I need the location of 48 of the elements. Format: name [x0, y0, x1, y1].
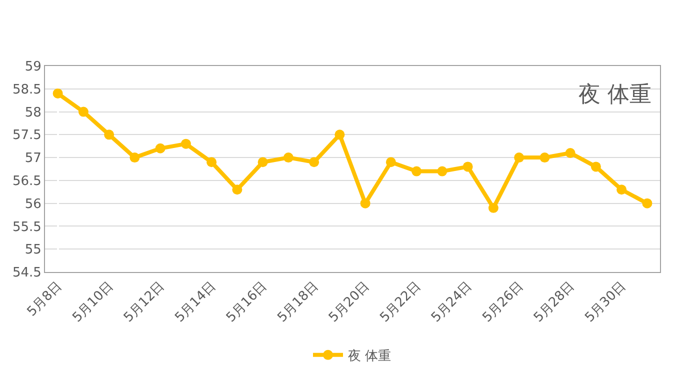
point — [514, 152, 524, 163]
point — [590, 162, 601, 172]
point — [155, 143, 166, 154]
x-tick-label: 5月22日 — [377, 278, 424, 326]
x-tick-label: 5月16日 — [224, 278, 270, 326]
point — [386, 157, 396, 168]
point — [52, 88, 63, 98]
point — [232, 184, 242, 195]
point — [412, 166, 422, 176]
point — [309, 157, 320, 168]
y-tick-label: 57 — [24, 151, 42, 166]
point — [616, 184, 627, 195]
point — [258, 157, 268, 168]
x-tick-label: 5月14日 — [172, 278, 219, 326]
y-tick-label: 55 — [24, 242, 42, 258]
point — [334, 130, 345, 140]
x-tick-label: 5月18日 — [274, 278, 322, 326]
point — [206, 157, 217, 168]
x-tick-label: 5月28日 — [531, 278, 578, 326]
text: 夜 体重 — [578, 82, 652, 108]
point — [78, 106, 88, 117]
point — [488, 202, 498, 213]
y-tick-label: 59 — [24, 60, 42, 75]
y-tick-label: 55.5 — [12, 220, 42, 235]
x-tick-label: 5月30日 — [582, 278, 629, 326]
point — [462, 162, 473, 172]
y-tick-label: 56 — [24, 196, 42, 212]
x-tick-label: 5月10日 — [70, 278, 116, 326]
y-tick-label: 57.5 — [12, 128, 42, 144]
x-tick-label: 5月24日 — [428, 278, 476, 326]
point — [437, 166, 448, 176]
x-tick-label: 5月20日 — [326, 278, 373, 326]
point — [540, 152, 550, 163]
y-tick-label: 56.5 — [12, 174, 42, 189]
legend-label: 夜 体重 — [348, 348, 392, 364]
point — [360, 198, 370, 208]
point — [130, 152, 140, 163]
point — [180, 138, 191, 149]
y-tick-label: 54.5 — [12, 266, 42, 281]
point — [283, 152, 294, 163]
point — [565, 148, 576, 158]
x-tick-label: 5月12日 — [121, 278, 168, 326]
x-tick-label: 5月26日 — [480, 278, 526, 326]
x-tick-label: 5月8日 — [24, 278, 66, 320]
point — [104, 130, 114, 140]
point — [642, 198, 652, 208]
y-tick-label: 58.5 — [12, 82, 42, 98]
y-tick-label: 58 — [24, 105, 42, 120]
